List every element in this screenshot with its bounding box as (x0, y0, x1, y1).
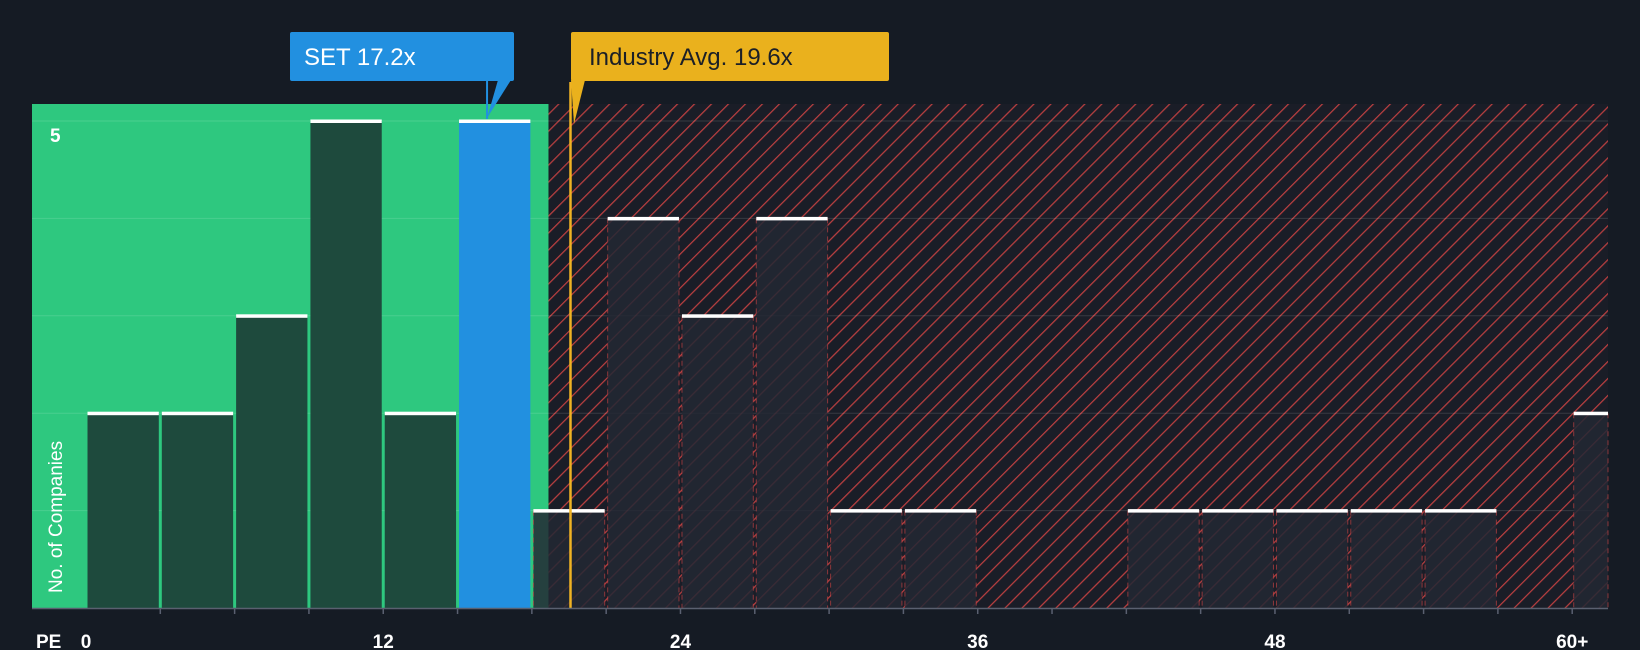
x-tick-label: 60+ (1556, 632, 1588, 650)
bar-below-average (161, 413, 234, 608)
bar-cap (87, 411, 159, 416)
bar-above-average (1127, 510, 1200, 608)
bar-above-average (681, 315, 754, 608)
bar-above-average (533, 510, 605, 608)
bar-cap (533, 509, 605, 513)
bar-above-average (1202, 510, 1274, 608)
industry-avg-label: Industry Avg. 19.6x (589, 44, 793, 71)
bar-above-average (1573, 413, 1608, 608)
bar-below-average (87, 413, 159, 608)
x-tick-label: 12 (373, 632, 394, 650)
industry-avg-label-box (571, 32, 889, 81)
bar-cap (1276, 509, 1348, 513)
bar-cap (459, 119, 531, 123)
bar-cap (1350, 509, 1423, 513)
x-axis-title: PE (36, 632, 61, 650)
company-pe-pointer (487, 80, 511, 118)
x-tick-label: 48 (1264, 632, 1285, 650)
x-tick-label: 0 (81, 632, 92, 650)
bar-cap (904, 509, 977, 513)
bar-cap (1202, 509, 1274, 513)
bar-above-average (1350, 510, 1423, 608)
bar-cap (310, 119, 382, 123)
bar-cap (384, 411, 457, 416)
x-tick-label: 36 (967, 632, 988, 650)
bar-cap (236, 314, 308, 318)
bar-above-average (756, 218, 828, 608)
bar-cap (830, 509, 902, 513)
y-tick-label: 5 (50, 126, 61, 147)
company-pe-label: SET 17.2x (304, 44, 416, 71)
bar-above-average (1276, 510, 1348, 608)
bar-above-average (607, 218, 679, 608)
bar-cap (681, 314, 754, 318)
bar-cap (1127, 509, 1200, 513)
bar-cap (161, 411, 234, 416)
bar-above-average (1425, 510, 1497, 608)
industry-avg-pointer (571, 80, 585, 124)
bar-cap (1573, 411, 1608, 416)
bar-cap (1425, 509, 1497, 513)
company-pe-label-box (290, 32, 514, 81)
x-tick-label: 24 (670, 632, 692, 650)
bar-company (459, 121, 531, 608)
bar-below-average (384, 413, 457, 608)
bar-above-average (830, 510, 902, 608)
bar-cap (607, 216, 679, 221)
y-axis-title: No. of Companies (46, 441, 67, 593)
bar-above-average (904, 510, 977, 608)
bar-below-average (236, 315, 308, 608)
bar-below-average (310, 121, 382, 608)
bar-cap (756, 216, 828, 221)
